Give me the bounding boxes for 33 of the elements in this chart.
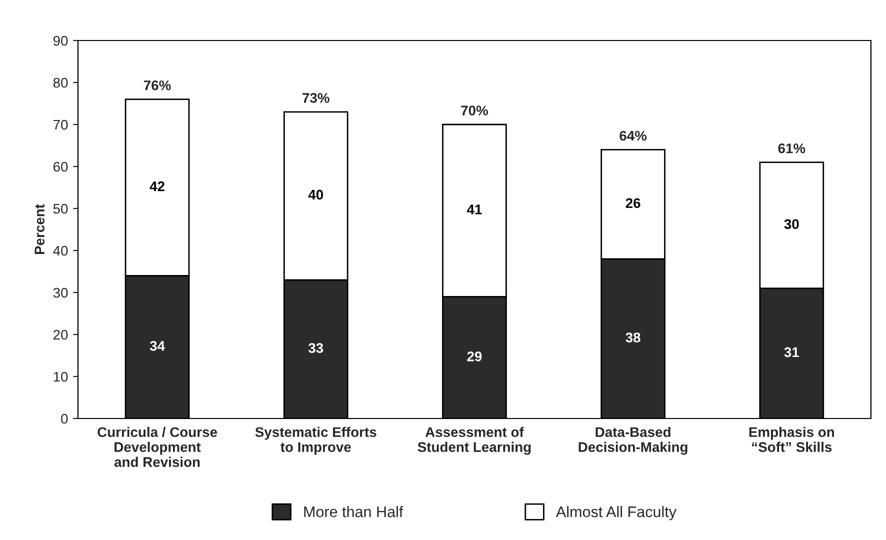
total-label: 61% <box>778 143 806 154</box>
x-tick-label: Systematic Efforts to Improve <box>255 426 376 455</box>
y-tick-label: 60 <box>54 162 68 172</box>
legend-label: Almost All Faculty <box>556 506 676 520</box>
data-label: 26 <box>626 198 640 208</box>
y-tick-label: 30 <box>53 288 68 298</box>
total-label: 64% <box>620 130 647 141</box>
y-tick-label: 20 <box>54 330 68 340</box>
y-tick-label: 10 <box>54 372 68 382</box>
x-tick-label: Emphasis on “Soft” Skills <box>749 426 834 452</box>
x-tick-label: Data-Based Decision-Making <box>578 426 688 455</box>
data-label: 38 <box>626 332 640 342</box>
legend-label: More than Half <box>304 506 404 518</box>
data-label: 31 <box>784 347 799 358</box>
y-tick-label: 90 <box>53 36 68 46</box>
y-tick-label: 40 <box>53 246 68 256</box>
data-label: 42 <box>150 181 164 192</box>
data-label: 41 <box>466 204 482 214</box>
total-label: 73% <box>302 93 330 103</box>
data-label: 33 <box>308 343 324 353</box>
total-label: 70% <box>461 106 488 116</box>
total-label: 76% <box>144 80 171 90</box>
y-tick-label: 50 <box>53 204 68 214</box>
y-axis-title: Percent <box>34 204 44 254</box>
x-tick-label: Curricula / Course Development and Revision <box>98 426 217 467</box>
data-label: 30 <box>784 219 799 230</box>
data-label: 29 <box>467 351 482 362</box>
y-tick-label: 0 <box>61 414 68 424</box>
x-tick-label: Assessment of Student Learning <box>418 426 531 455</box>
data-label: 34 <box>150 340 165 351</box>
y-tick-label: 80 <box>53 78 68 88</box>
y-tick-label: 70 <box>54 120 68 130</box>
data-label: 40 <box>308 190 324 200</box>
